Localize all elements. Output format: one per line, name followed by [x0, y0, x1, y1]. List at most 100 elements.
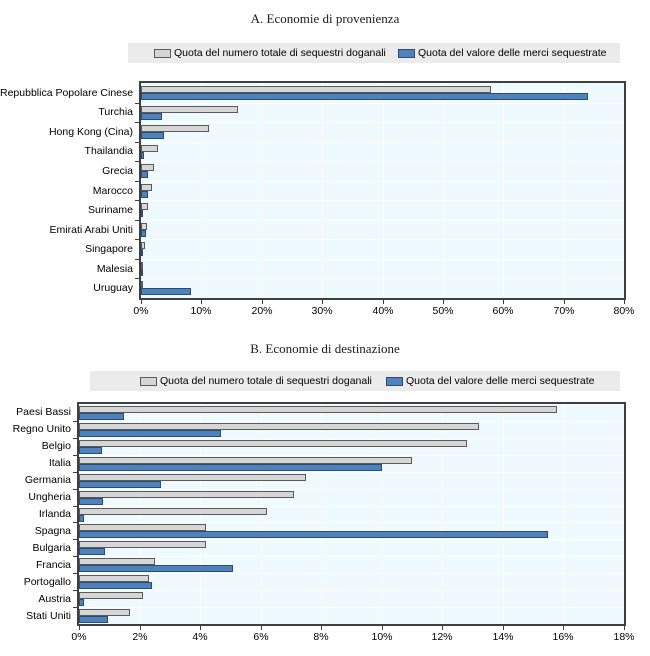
- bar-value-share-grecia: [141, 171, 148, 178]
- gridline-horizontal: [79, 556, 624, 557]
- x-axis-tick: [200, 626, 201, 630]
- x-axis-tick: [503, 626, 504, 630]
- y-axis-tick: [135, 181, 139, 182]
- bar-number-share-belgio: [79, 440, 467, 447]
- bar-value-share-belgio: [79, 447, 102, 454]
- legend-item-number-share: Quota del numero totale di sequestri dog…: [154, 43, 386, 63]
- category-label: Irlanda: [38, 508, 71, 520]
- x-tick-label: 60%: [492, 305, 514, 317]
- x-axis-tick: [564, 300, 565, 304]
- x-axis-tick: [624, 626, 625, 630]
- x-axis-tick: [563, 626, 564, 630]
- bar-number-share-austria: [79, 592, 143, 599]
- gridline-horizontal: [79, 421, 624, 422]
- y-axis-tick: [73, 438, 77, 439]
- y-axis-tick: [73, 506, 77, 507]
- bar-number-share-italia: [79, 457, 412, 464]
- category-label: Emirati Arabi Uniti: [49, 224, 133, 236]
- legend-label-number-share: Quota del numero totale di sequestri dog…: [174, 47, 386, 59]
- y-axis-tick: [135, 220, 139, 221]
- category-label: Singapore: [85, 243, 133, 255]
- x-axis-tick: [321, 626, 322, 630]
- bar-value-share-irlanda: [79, 515, 84, 522]
- gridline-horizontal: [79, 438, 624, 439]
- y-axis-tick: [73, 421, 77, 422]
- bar-value-share-malesia: [141, 269, 143, 276]
- category-label: Turchia: [98, 106, 133, 118]
- gridline-vertical: [262, 83, 263, 298]
- legend-swatch-blue: [398, 48, 415, 58]
- x-axis-tick: [141, 300, 142, 304]
- gridline-horizontal: [79, 522, 624, 523]
- gridline-horizontal: [141, 278, 624, 279]
- bar-value-share-francia: [79, 565, 233, 572]
- gridline-vertical: [503, 83, 504, 298]
- legend-label-number-share: Quota del numero totale di sequestri dog…: [160, 375, 372, 387]
- category-label: Suriname: [88, 204, 133, 216]
- gridline-horizontal: [141, 122, 624, 123]
- category-label: Uruguay: [93, 282, 133, 294]
- y-axis-tick: [73, 556, 77, 557]
- bar-value-share-emirati-arabi-uniti: [141, 230, 146, 237]
- y-axis-tick: [135, 142, 139, 143]
- x-tick-label: 6%: [253, 631, 269, 643]
- bar-value-share-spagna: [79, 531, 548, 538]
- x-axis-tick: [382, 626, 383, 630]
- bar-number-share-stati-uniti: [79, 609, 130, 616]
- bar-value-share-italia: [79, 464, 382, 471]
- gridline-vertical: [201, 83, 202, 298]
- gridline-vertical: [564, 83, 565, 298]
- legend-item-number-share: Quota del numero totale di sequestri dog…: [140, 371, 372, 391]
- x-axis-tick: [383, 300, 384, 304]
- bar-number-share-spagna: [79, 524, 206, 531]
- y-axis-tick: [73, 590, 77, 591]
- bar-number-share-marocco: [141, 184, 152, 191]
- bar-number-share-hong-kong-cina-: [141, 125, 209, 132]
- x-tick-label: 0%: [71, 631, 87, 643]
- category-label: Italia: [48, 457, 71, 469]
- gridline-horizontal: [141, 161, 624, 162]
- bar-number-share-ungheria: [79, 491, 294, 498]
- category-label: Stati Uniti: [26, 610, 71, 622]
- x-tick-label: 12%: [431, 631, 453, 643]
- x-tick-label: 70%: [553, 305, 575, 317]
- chart-a-title: A. Economie di provenienza: [250, 11, 400, 26]
- gridline-horizontal: [141, 103, 624, 104]
- x-axis-tick: [140, 626, 141, 630]
- gridline-horizontal: [79, 489, 624, 490]
- category-label: Spagna: [34, 525, 71, 537]
- legend-item-value-share: Quota del valore delle merci sequestrate: [398, 43, 607, 63]
- bar-number-share-uruguay: [141, 281, 143, 288]
- category-label: Regno Unito: [12, 423, 71, 435]
- x-axis-tick: [624, 300, 625, 304]
- bar-value-share-ungheria: [79, 498, 103, 505]
- bar-number-share-suriname: [141, 203, 148, 210]
- y-axis-tick: [73, 522, 77, 523]
- bar-number-share-thailandia: [141, 145, 158, 152]
- x-tick-label: 2%: [132, 631, 148, 643]
- gridline-vertical: [442, 404, 443, 624]
- legend-swatch-blue: [386, 376, 403, 386]
- legend-swatch-gray: [140, 376, 157, 386]
- x-axis-tick: [79, 626, 80, 630]
- gridline-horizontal: [141, 220, 624, 221]
- y-axis-tick: [73, 472, 77, 473]
- y-axis-tick: [73, 607, 77, 608]
- bar-value-share-regno-unito: [79, 430, 221, 437]
- bar-number-share-singapore: [141, 242, 145, 249]
- bar-value-share-repubblica-popolare-cinese: [141, 93, 588, 100]
- x-tick-label: 80%: [613, 305, 635, 317]
- x-tick-label: 40%: [372, 305, 394, 317]
- legend-swatch-gray: [154, 48, 171, 58]
- category-label: Thailandia: [84, 145, 133, 157]
- bar-number-share-repubblica-popolare-cinese: [141, 86, 491, 93]
- category-label: Ungheria: [28, 491, 71, 503]
- y-axis-tick: [135, 103, 139, 104]
- bar-value-share-portogallo: [79, 582, 152, 589]
- bar-value-share-suriname: [141, 210, 143, 217]
- x-axis-tick: [262, 300, 263, 304]
- x-axis-tick: [261, 626, 262, 630]
- legend-label-value-share: Quota del valore delle merci sequestrate: [418, 47, 607, 59]
- x-tick-label: 30%: [311, 305, 333, 317]
